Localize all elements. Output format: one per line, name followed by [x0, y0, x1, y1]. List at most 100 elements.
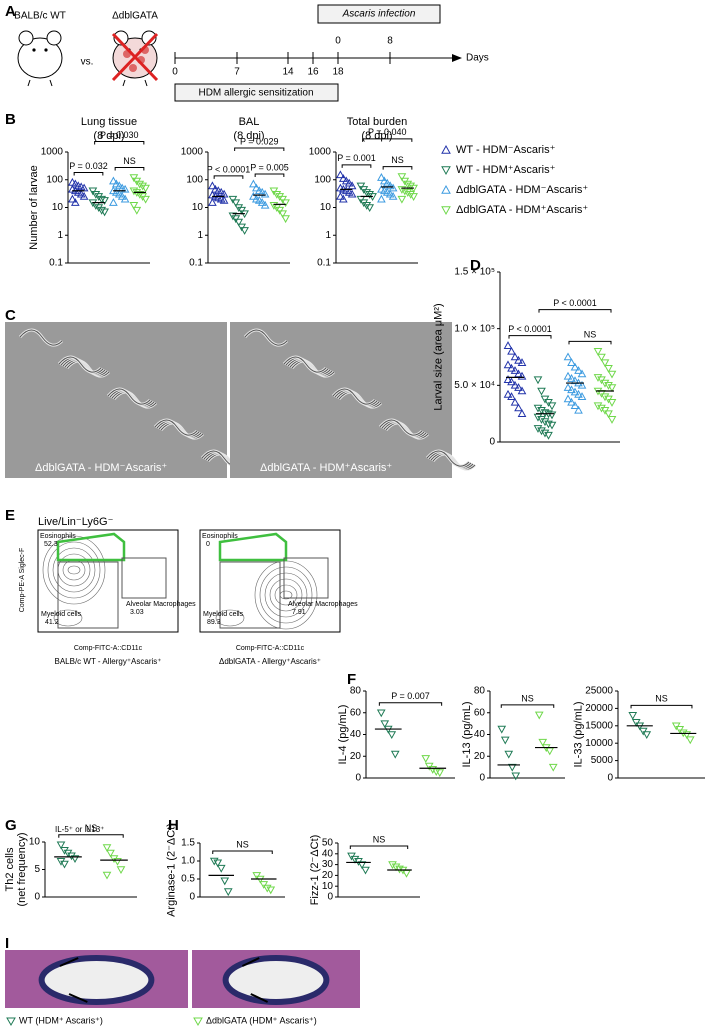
data-point [497, 725, 507, 734]
chart-note: IL-5⁺ or IL13⁺ [55, 825, 104, 834]
y-tick-label: 15000 [585, 720, 613, 731]
micrograph-caption: ΔdblGATA - HDM⁺Ascaris⁺ [260, 462, 392, 474]
data-point [685, 736, 695, 745]
significance-label: P < 0.0001 [508, 324, 552, 334]
y-axis-label: Larval size (area μM²) [432, 303, 444, 410]
y-tick-label: 0.1 [189, 258, 203, 269]
gate-value: 41.2 [45, 619, 59, 626]
data-point [503, 341, 513, 349]
data-point [362, 189, 372, 197]
data-point [397, 173, 407, 182]
data-point [510, 352, 520, 361]
y-tick-label: 80 [350, 686, 362, 697]
data-point [129, 202, 139, 210]
data-point [397, 195, 407, 204]
data-point [567, 397, 576, 406]
data-point [570, 387, 580, 396]
data-point [365, 190, 375, 199]
data-point [607, 370, 617, 379]
decoration [68, 993, 88, 1003]
significance-label: NS [236, 839, 249, 849]
data-point [347, 189, 357, 198]
data-point [607, 416, 617, 424]
legend-label: WT - HDM⁺Ascaris⁺ [456, 164, 556, 176]
data-point [547, 421, 557, 430]
y-tick-label: 0 [189, 892, 195, 903]
y-tick-label: 1.0 [181, 856, 195, 867]
significance-label: P = 0.029 [240, 136, 279, 146]
data-point [500, 736, 510, 745]
data-point [597, 353, 606, 362]
y-tick-label: 20 [322, 870, 334, 881]
panel-label: G [5, 817, 17, 834]
y-tick-label: 20 [474, 751, 486, 762]
significance-label: P < 0.0001 [553, 298, 597, 308]
data-point [117, 191, 127, 200]
infection-day-label: 0 [335, 36, 341, 47]
y-axis-label: IL-13 (pg/mL) [461, 701, 473, 767]
decoration [59, 957, 79, 967]
data-point [507, 346, 516, 355]
decoration [107, 388, 151, 405]
decoration [219, 561, 281, 629]
significance-label: NS [373, 834, 386, 844]
data-point [507, 763, 517, 772]
data-point [347, 181, 357, 190]
data-point [388, 191, 398, 200]
data-point [385, 181, 395, 190]
data-point [597, 404, 606, 413]
decoration [56, 532, 126, 562]
data-point [260, 189, 270, 198]
legend-label: ΔdblGATA - HDM⁻Ascaris⁺ [456, 184, 588, 196]
flow-x-axis: Comp-FITC-A::CD11c [236, 645, 305, 652]
data-point [251, 183, 261, 192]
data-point [563, 394, 573, 403]
significance-label: NS [521, 693, 534, 703]
data-point [406, 190, 416, 199]
data-point [403, 189, 413, 197]
legend-marker [441, 166, 451, 176]
y-tick-label: 50 [322, 838, 334, 849]
data-point [341, 176, 351, 185]
chart-title: BAL [239, 116, 260, 128]
gate-name: Alveolar Macrophages [126, 601, 196, 608]
decoration [46, 30, 62, 46]
data-point [547, 402, 557, 411]
data-point [682, 731, 692, 740]
data-point [548, 763, 558, 772]
data-point [507, 392, 516, 400]
data-point [262, 884, 272, 893]
decoration [269, 578, 303, 612]
decoration [57, 561, 119, 629]
significance-bracket [73, 171, 104, 176]
data-point [379, 176, 389, 185]
decoration [174, 83, 339, 102]
y-tick-label: 1 [57, 230, 63, 241]
significance-label: P = 0.040 [368, 127, 407, 137]
y-axis-label: (net frequency) [16, 833, 28, 907]
y-tick-label: 0 [607, 773, 613, 784]
data-point [382, 178, 392, 187]
data-point [109, 176, 118, 185]
data-point [338, 174, 348, 182]
y-tick-label: 10 [52, 202, 64, 213]
y-tick-label: 100 [46, 174, 63, 185]
decoration [144, 79, 148, 87]
decoration [44, 48, 48, 52]
data-point [607, 399, 617, 407]
data-point [362, 202, 372, 210]
decoration [47, 541, 101, 599]
y-tick-label: 20 [350, 751, 362, 762]
y-tick-label: 0 [355, 773, 361, 784]
data-point [70, 855, 80, 864]
data-point [220, 877, 230, 886]
decoration [426, 450, 470, 467]
significance-bracket [212, 850, 273, 854]
panel-label: A [5, 3, 16, 20]
y-tick-label: 1.0 × 10⁵ [454, 323, 495, 334]
y-tick-label: 1000 [309, 147, 332, 158]
decoration [6, 1017, 16, 1027]
panel-label: C [5, 307, 16, 324]
infection-label: Ascaris infection [342, 9, 416, 20]
legend-label: ΔdblGATA - HDM⁺Ascaris⁺ [456, 204, 588, 216]
